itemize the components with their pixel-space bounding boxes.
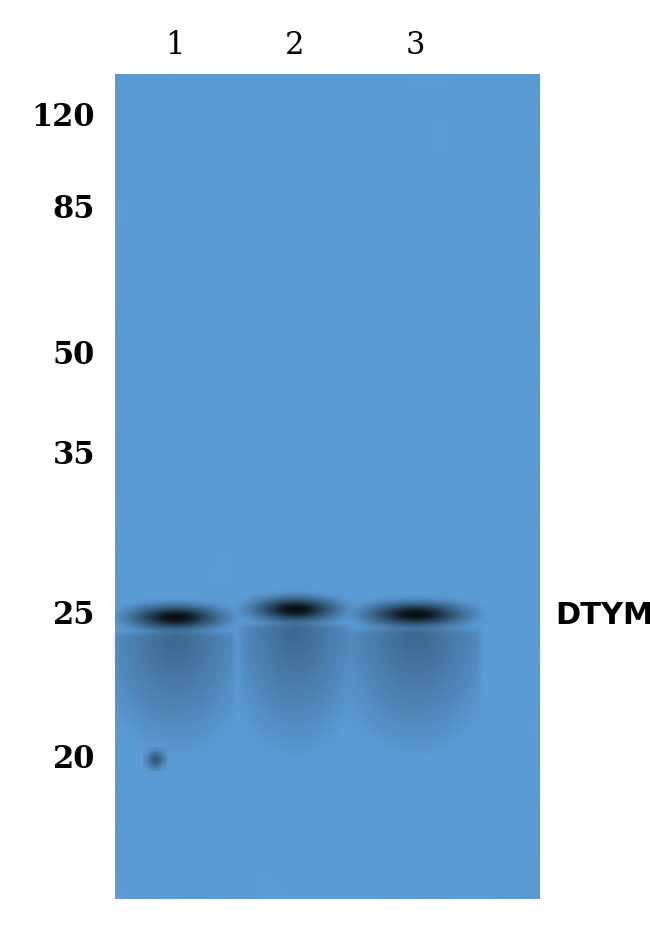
Text: 120: 120 [31,101,95,132]
Text: 3: 3 [405,29,424,60]
Text: DTYMK: DTYMK [555,599,650,629]
Text: 1: 1 [165,29,185,60]
Text: 85: 85 [53,194,95,226]
Text: 35: 35 [53,439,95,470]
Text: 50: 50 [53,339,95,370]
Text: 25: 25 [53,598,95,630]
Text: 2: 2 [285,29,305,60]
Text: 20: 20 [53,744,95,775]
